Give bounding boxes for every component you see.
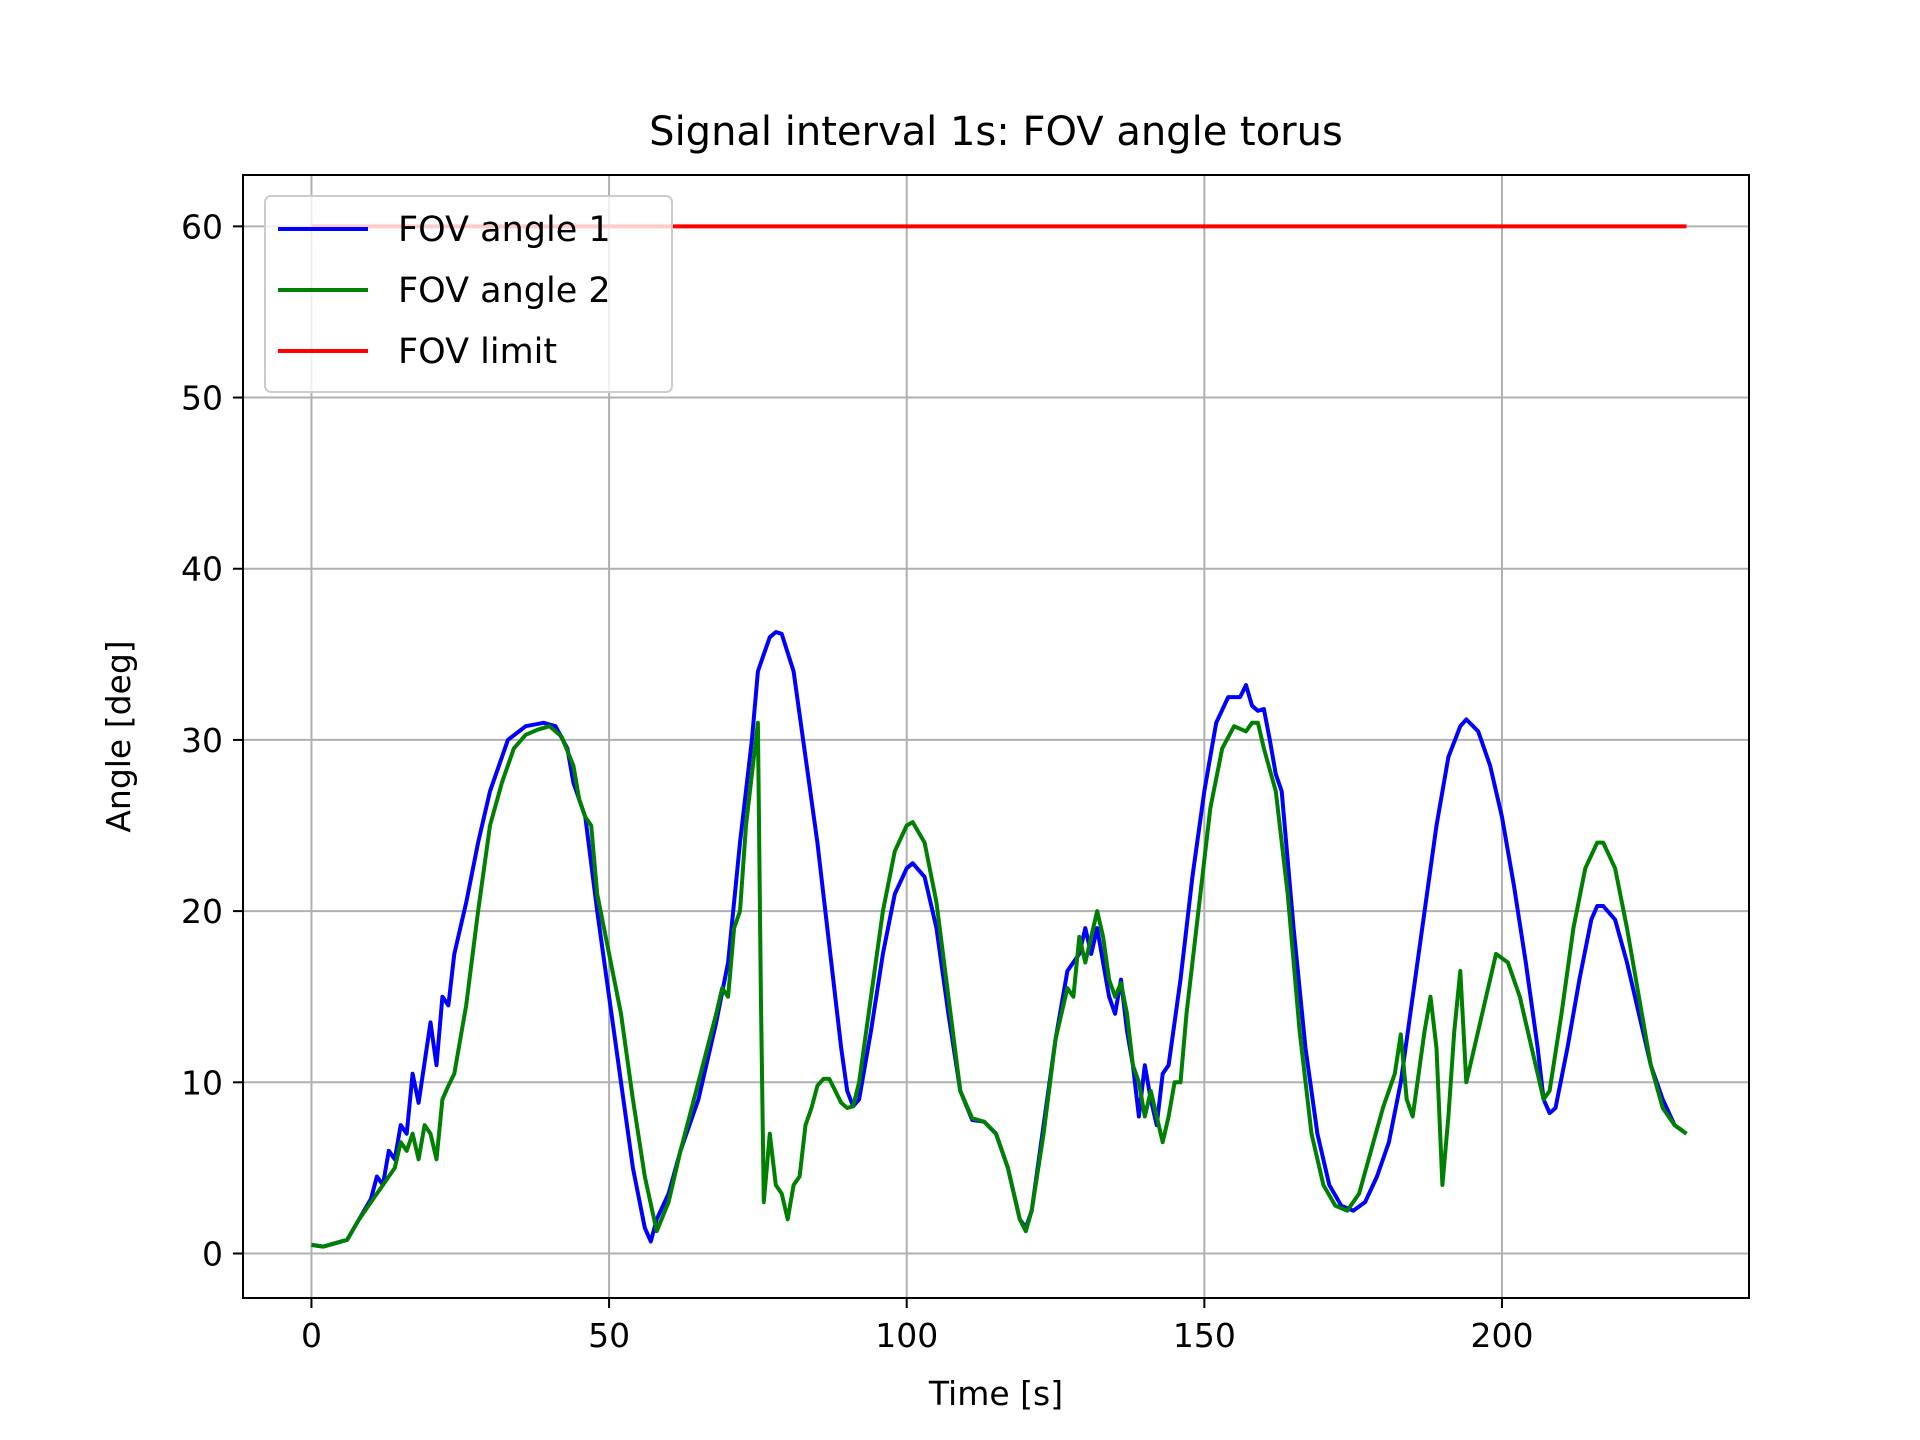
grid-layer xyxy=(243,175,1749,1298)
y-tick-label: 0 xyxy=(202,1234,223,1273)
x-tick-label: 0 xyxy=(301,1316,322,1355)
x-tick-label: 200 xyxy=(1470,1316,1533,1355)
y-tick-label: 40 xyxy=(181,550,223,589)
chart-title: Signal interval 1s: FOV angle torus xyxy=(649,109,1343,155)
series-line-fov-angle-2 xyxy=(311,720,1688,1249)
plot-area-frame xyxy=(242,174,1750,1299)
y-tick-label: 50 xyxy=(181,379,223,418)
y-tick-label: 20 xyxy=(181,892,223,931)
legend-label-fov-angle-1: FOV angle 1 xyxy=(398,210,611,250)
y-tick-label: 10 xyxy=(181,1063,223,1102)
y-tick-label: 60 xyxy=(181,207,223,246)
legend-label-fov-angle-2: FOV angle 2 xyxy=(398,271,611,311)
legend-label-fov-limit: FOV limit xyxy=(398,332,557,372)
legend: FOV angle 1 FOV angle 2 FOV limit xyxy=(264,195,673,393)
tick-layer: 0 50 100 150 200 0 10 20 30 40 50 60 xyxy=(181,207,1533,1355)
legend-box xyxy=(264,195,673,393)
x-tick-label: 150 xyxy=(1173,1316,1236,1355)
y-tick-label: 30 xyxy=(181,721,223,760)
x-axis-title: Time [s] xyxy=(928,1374,1063,1413)
x-tick-label: 100 xyxy=(875,1316,938,1355)
y-axis-title: Angle [deg] xyxy=(99,640,138,832)
x-tick-label: 50 xyxy=(588,1316,630,1355)
